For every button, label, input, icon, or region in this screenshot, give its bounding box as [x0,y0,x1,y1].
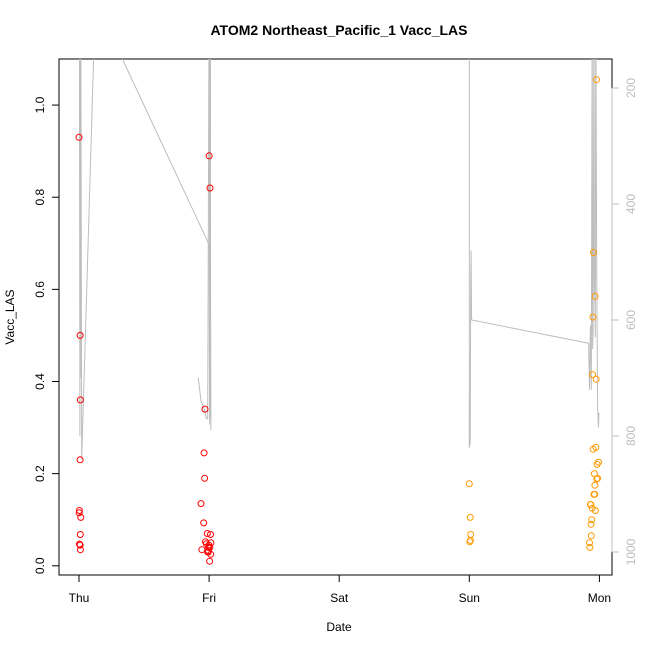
y2-tick-label-800: 800 [624,426,638,446]
data-point-s1-29 [207,539,215,547]
data-point-s1-2 [76,331,84,339]
trace-line-1 [78,59,212,460]
x-tick-label-sat: Sat [330,591,349,605]
data-point-s2-12 [588,516,596,524]
y-tick-label-0.4: 0.4 [33,373,47,390]
data-point-s2-14 [589,371,597,379]
data-point-s1-7 [77,513,85,521]
data-point-s1-4 [76,396,84,404]
data-point-s2-9 [587,501,595,508]
data-point-s1-15 [200,449,208,457]
y2-tick-label-200: 200 [624,78,638,98]
data-point-s1-27 [206,543,214,551]
data-point-s1-1 [75,133,83,141]
data-point-s2-1 [465,480,473,488]
data-point-s2-15 [589,313,597,321]
data-point-s1-26 [206,557,214,565]
y-tick-label-0.6: 0.6 [33,281,47,298]
data-point-s2-29 [594,474,602,482]
y-tick-label-0.2: 0.2 [33,465,47,482]
plot-area [58,58,613,576]
y-tick-label-0.0: 0.0 [33,557,47,574]
data-point-s2-20 [591,490,599,498]
data-point-s1-16 [201,474,209,482]
data-point-s2-27 [593,475,601,483]
data-point-s1-6 [75,509,83,517]
data-point-s2-24 [592,443,600,451]
y2-tick-label-600: 600 [624,310,638,330]
data-point-s2-3 [467,531,475,538]
data-point-s2-17 [590,249,597,256]
data-point-s1-13 [200,519,208,527]
data-point-s1-12 [197,500,205,508]
data-point-s1-28 [207,531,214,538]
x-tick-label-thu: Thu [69,591,90,605]
data-points [75,76,602,565]
x-tick-label-fri: Fri [202,591,216,605]
data-point-s1-8 [76,531,84,538]
trace-lines [78,59,600,460]
x-axis-label: Date [326,620,352,634]
data-point-s2-23 [591,507,599,514]
data-point-s1-17 [201,405,209,413]
data-point-s1-14 [198,546,206,554]
y2-tick-label-1000: 1000 [624,538,638,565]
y-tick-label-1.0: 1.0 [33,96,47,113]
data-point-s2-30 [595,458,602,466]
data-point-s2-10 [587,520,595,528]
x-tick-label-sun: Sun [459,591,480,605]
axes: Thu Fri Sat Sun Mon 0.0 0.2 0.4 0.6 0.8 1.0 200 400 6… [33,78,638,605]
plot-frame [58,58,613,576]
data-point-s1-20 [203,530,211,537]
trace-line-3 [468,59,600,448]
data-point-s2-6 [586,539,593,547]
data-point-s2-25 [592,375,600,383]
data-point-s1-31 [205,152,213,160]
data-point-s1-5 [75,507,83,514]
data-point-s1-10 [76,541,84,549]
data-point-s2-22 [591,292,599,300]
data-point-s1-3 [76,456,84,464]
data-point-s2-5 [466,536,474,544]
chart-title: ATOM2 Northeast_Pacific_1 Vacc_LAS [210,22,467,38]
data-point-s1-32 [206,184,214,192]
x-tick-label-mon: Mon [588,591,611,605]
data-point-s1-11 [76,546,84,554]
data-point-s2-21 [591,481,599,489]
data-point-s2-2 [466,513,474,521]
data-point-s2-11 [587,532,595,540]
y-tick-label-0.8: 0.8 [33,189,47,206]
trace-line-2 [197,59,211,420]
y2-tick-label-400: 400 [624,194,638,214]
data-point-s1-30 [207,550,215,558]
data-point-s2-26 [593,76,600,84]
data-point-s2-7 [586,543,594,551]
y-axis-label: Vacc_LAS [3,289,17,344]
